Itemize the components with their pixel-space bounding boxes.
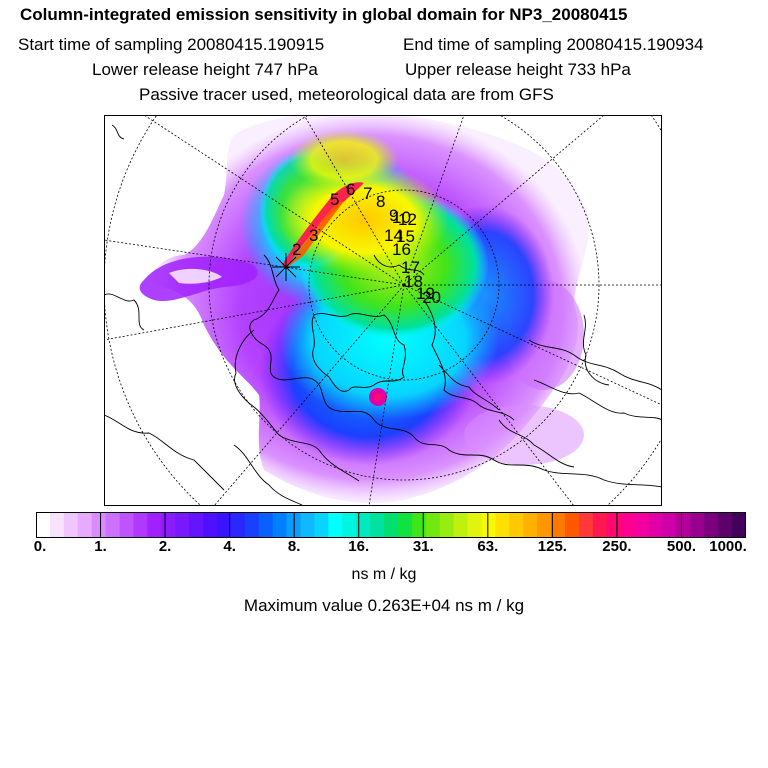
colorbar-cell: [342, 512, 357, 538]
trajectory-time-label: 20: [422, 288, 441, 307]
colorbar-tick-label: 4.: [223, 538, 236, 555]
colorbar-tick-label: 250.: [602, 538, 632, 555]
colorbar-cell: [216, 512, 232, 538]
trajectory-time-label: 14: [384, 226, 403, 245]
colorbar-tick-label: 0.: [33, 538, 47, 555]
trajectory-time-label: 16: [392, 240, 411, 259]
colorbar-cell: [328, 512, 343, 538]
tracer-note: Passive tracer used, meteorological data…: [139, 85, 554, 104]
colorbar-cell: [356, 512, 371, 538]
colorbar-cell: [648, 512, 664, 538]
colorbar-cell: [411, 512, 427, 538]
colorbar-cell: [537, 512, 552, 538]
trajectory-time-label: 17: [401, 258, 420, 277]
colorbar-cell: [578, 512, 594, 538]
trajectory-time-label: 15: [396, 227, 415, 246]
colorbar-cell: [230, 512, 246, 538]
trajectory-time-label: 7: [363, 184, 372, 203]
colorbar-cell: [732, 512, 746, 538]
colorbar-cell: [509, 512, 524, 538]
colorbar-tick-label: 63.: [477, 538, 499, 555]
colorbar: [36, 512, 746, 538]
trajectory-time-label: 19: [416, 284, 435, 303]
colorbar-cell: [690, 512, 705, 538]
colorbar-cell: [203, 512, 218, 538]
colorbar-cell: [384, 512, 399, 538]
trajectory-time-label: 12: [398, 210, 417, 229]
trajectory-time-label: 8: [376, 192, 385, 211]
colorbar-cell: [397, 512, 413, 538]
colorbar-cell: [606, 512, 622, 538]
colorbar-tick-label: 1.: [94, 538, 107, 555]
colorbar-cell: [551, 512, 566, 538]
colorbar-cell: [36, 512, 51, 538]
end-time-label: End time of sampling 20080415.190934: [403, 35, 704, 54]
colorbar-cell: [105, 512, 121, 538]
colorbar-cell: [565, 512, 580, 538]
trajectory-time-label: 18: [404, 272, 423, 291]
start-time-label: Start time of sampling 20080415.190915: [18, 35, 325, 54]
trajectory-time-label: 6: [346, 180, 355, 199]
colorbar-cell: [189, 512, 204, 538]
colorbar-cell: [634, 512, 650, 538]
colorbar-cell: [704, 512, 719, 538]
upper-release-height: Upper release height 733 hPa: [405, 60, 631, 79]
colorbar-cell: [676, 512, 691, 538]
chart-title: Column-integrated emission sensitivity i…: [20, 5, 628, 24]
colorbar-cell: [258, 512, 274, 538]
maximum-value: Maximum value 0.263E+04 ns m / kg: [243, 596, 525, 615]
colorbar-tick-label: 31.: [412, 538, 434, 555]
colorbar-cell: [119, 512, 135, 538]
colorbar-cell: [314, 512, 329, 538]
trajectory-time-label: 3: [309, 226, 318, 245]
colorbar-tick-label: 8.: [287, 538, 301, 555]
colorbar-cell: [425, 512, 441, 538]
colorbar-cell: [481, 512, 497, 538]
colorbar-cell: [523, 512, 538, 538]
colorbar-cell: [300, 512, 316, 538]
release-site-marker: [272, 253, 300, 281]
colorbar-cell: [439, 512, 455, 538]
colorbar-tick-label: 2.: [158, 538, 172, 555]
colorbar-cell: [161, 512, 176, 538]
colorbar-cell: [272, 512, 288, 538]
colorbar-cell: [718, 512, 733, 538]
trajectory-time-label: 2: [292, 240, 301, 259]
colorbar-tick-label: 1000.: [709, 538, 747, 555]
colorbar-cell: [467, 512, 483, 538]
colorbar-units: ns m / kg: [351, 566, 417, 583]
trajectory-time-label: 9: [389, 206, 398, 225]
colorbar-tick-label: 125.: [537, 538, 567, 555]
colorbar-cell: [147, 512, 162, 538]
colorbar-cell: [91, 512, 107, 538]
colorbar-cell: [592, 512, 608, 538]
colorbar-cell: [175, 512, 190, 538]
colorbar-cell: [370, 512, 385, 538]
colorbar-cell: [49, 512, 65, 538]
colorbar-cell: [662, 512, 677, 538]
colorbar-cell: [453, 512, 469, 538]
lower-release-height: Lower release height 747 hPa: [92, 60, 318, 79]
trajectory-time-label: 5: [330, 190, 339, 209]
colorbar-cell: [244, 512, 260, 538]
colorbar-tick-label: 16.: [348, 538, 370, 555]
colorbar-cell: [495, 512, 510, 538]
colorbar-cell: [133, 512, 148, 538]
trajectory-time-label: 10: [392, 208, 411, 227]
colorbar-cell: [77, 512, 93, 538]
colorbar-tick-label: 500.: [666, 538, 697, 555]
colorbar-cell: [620, 512, 636, 538]
colorbar-cell: [63, 512, 79, 538]
